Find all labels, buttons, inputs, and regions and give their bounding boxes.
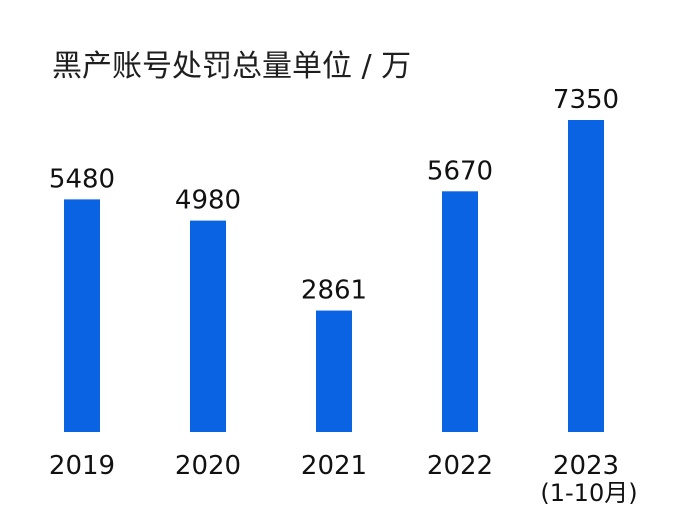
x-tick-labels-layer: 2019 2020 2021 2022 2023(1-10月) bbox=[49, 451, 638, 507]
x-tick-label-2023: 2023 bbox=[553, 451, 619, 481]
bar-value-label-2019: 5480 bbox=[49, 164, 115, 194]
x-tick-label-2019: 2019 bbox=[49, 451, 115, 481]
x-tick-label-2020: 2020 bbox=[175, 451, 241, 481]
bar-value-label-2021: 2861 bbox=[301, 276, 367, 306]
bar-value-label-2020: 4980 bbox=[175, 186, 241, 216]
chart-title: 黑产账号处罚总量单位 / 万 bbox=[52, 49, 411, 84]
bar-2019 bbox=[64, 199, 100, 432]
bar-2021 bbox=[316, 310, 352, 432]
bar-value-label-2023: 7350 bbox=[553, 85, 619, 115]
bar-2020 bbox=[190, 220, 226, 432]
bar-2022 bbox=[442, 191, 478, 432]
bars-layer bbox=[64, 120, 604, 432]
value-labels-layer: 5480 4980 2861 5670 7350 bbox=[49, 85, 619, 306]
x-tick-sublabel-2023: (1-10月) bbox=[540, 479, 637, 507]
bar-value-label-2022: 5670 bbox=[427, 156, 493, 186]
x-tick-label-2021: 2021 bbox=[301, 451, 367, 481]
x-tick-label-2022: 2022 bbox=[427, 451, 493, 481]
bar-2023 bbox=[568, 120, 604, 432]
